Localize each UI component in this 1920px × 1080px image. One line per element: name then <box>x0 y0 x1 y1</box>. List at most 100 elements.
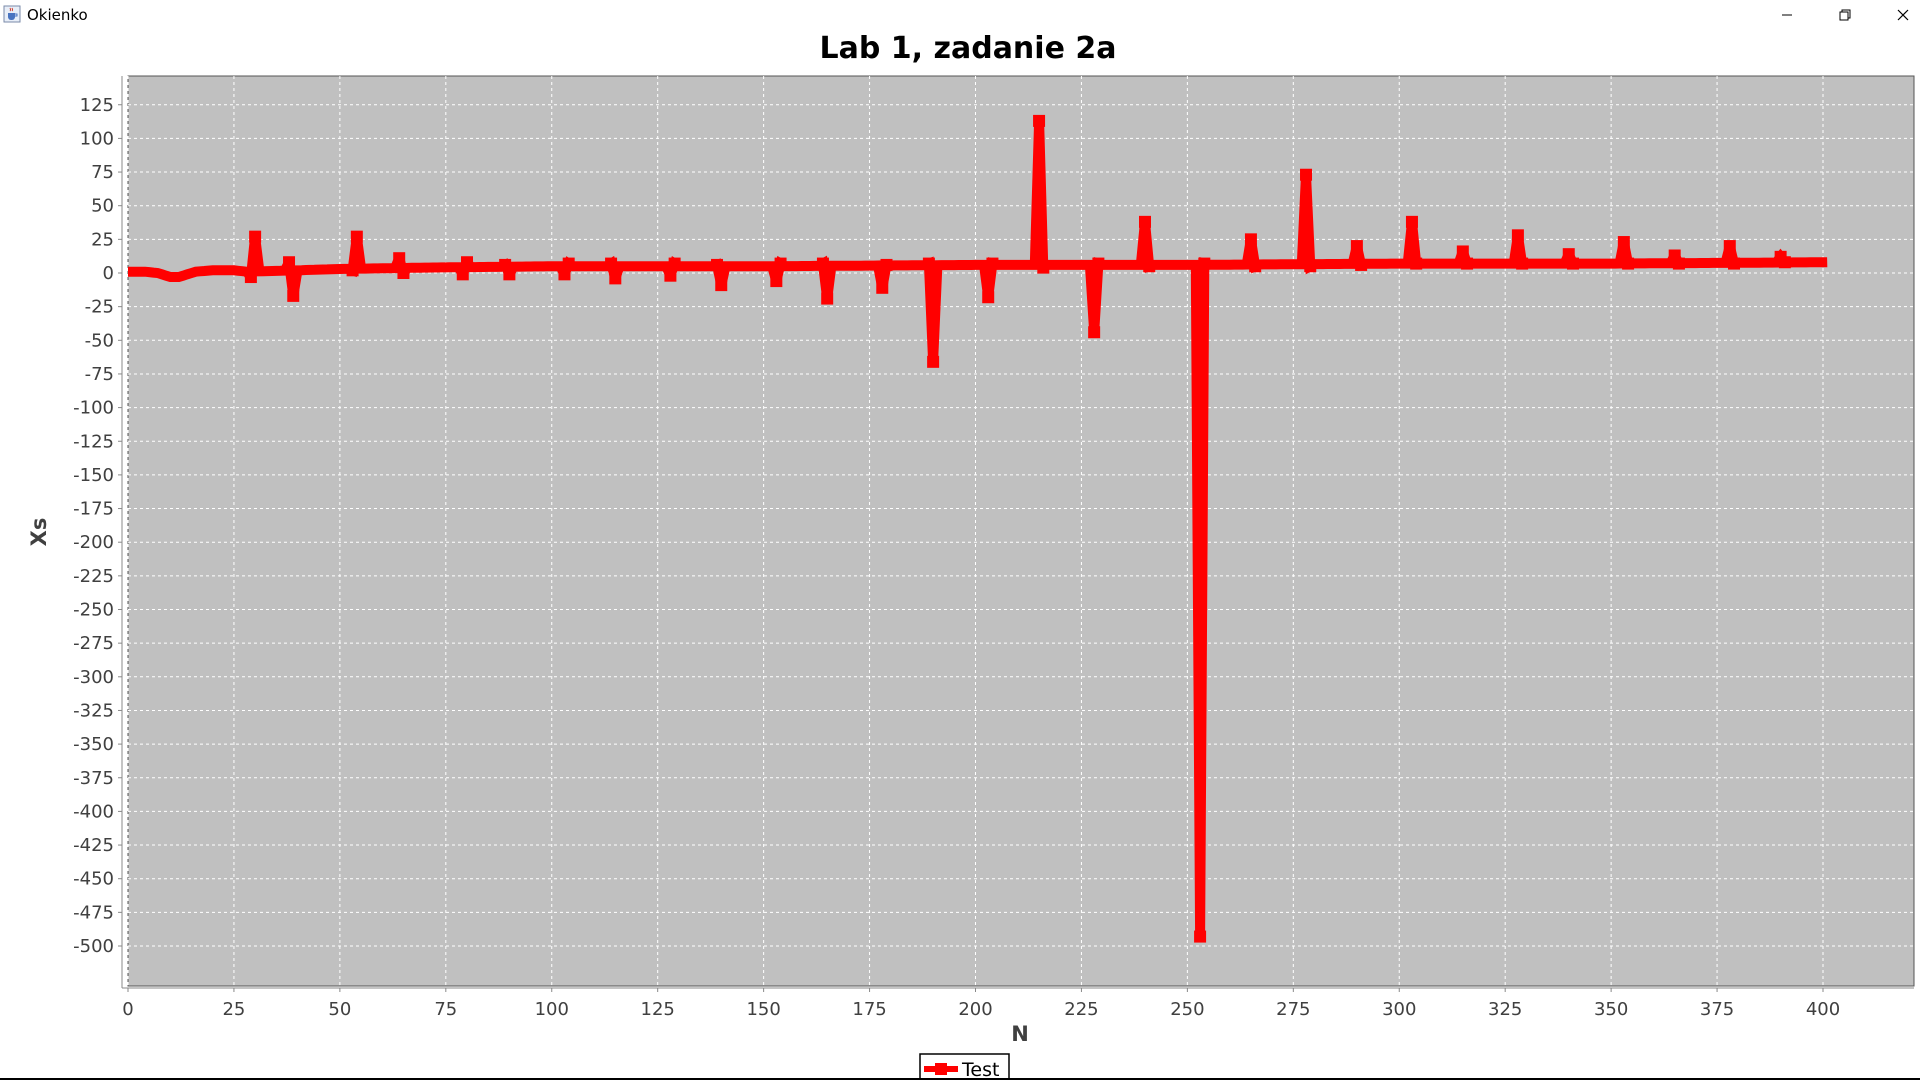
x-tick-label: 225 <box>1064 999 1098 1020</box>
series-line <box>128 120 1828 937</box>
x-tick-label: 350 <box>1594 999 1628 1020</box>
y-tick-label: -500 <box>73 936 114 957</box>
x-tick-label: 50 <box>328 999 351 1020</box>
data-point-marker <box>1511 229 1524 242</box>
x-tick-label: 300 <box>1382 999 1416 1020</box>
y-tick-label: -275 <box>73 633 114 654</box>
y-tick-label: -75 <box>85 364 114 385</box>
chart-title: Lab 1, zadanie 2a <box>820 31 1117 66</box>
data-point-marker <box>715 279 728 292</box>
data-point-marker <box>986 257 999 270</box>
data-point-marker <box>770 275 783 288</box>
close-button[interactable] <box>1874 0 1920 30</box>
data-point-marker <box>503 268 516 281</box>
x-tick-label: 150 <box>746 999 780 1020</box>
y-tick-label: 125 <box>80 95 114 116</box>
data-point-marker <box>1461 257 1474 270</box>
data-point-marker <box>1088 326 1101 339</box>
data-point-marker <box>1355 258 1368 271</box>
minimize-button[interactable] <box>1758 0 1816 30</box>
y-tick-label: 50 <box>91 196 114 217</box>
y-tick-label: -425 <box>73 835 114 856</box>
data-point-marker <box>1194 930 1207 943</box>
data-point-marker <box>609 272 622 285</box>
data-point-marker <box>1300 168 1313 181</box>
data-point-marker <box>1723 240 1736 253</box>
data-point-marker <box>558 268 571 281</box>
x-axis-label: N <box>1011 1022 1029 1046</box>
y-tick-label: -200 <box>73 532 114 553</box>
data-point-marker <box>1037 261 1050 274</box>
y-tick-label: -150 <box>73 465 114 486</box>
y-tick-label: -350 <box>73 734 114 755</box>
data-point-marker <box>922 257 935 270</box>
data-point-marker <box>816 257 829 270</box>
close-icon <box>1897 9 1909 21</box>
y-axis-label: Xs <box>27 518 51 547</box>
x-tick-label: 275 <box>1276 999 1310 1020</box>
data-point-marker <box>1566 257 1579 270</box>
data-point-marker <box>1728 257 1741 270</box>
data-point-marker <box>350 230 363 243</box>
window-bottom-border <box>0 1078 1920 1080</box>
data-point-marker <box>1516 257 1529 270</box>
data-point-marker <box>982 291 995 304</box>
data-point-marker <box>1139 215 1151 228</box>
x-tick-label: 25 <box>222 999 245 1020</box>
data-point-marker <box>244 271 257 284</box>
line-chart: Lab 1, zadanie 2a1251007550250-25-50-75-… <box>27 31 1915 1078</box>
data-point-marker <box>1672 257 1685 270</box>
legend-label: Test <box>961 1059 999 1078</box>
restore-icon <box>1839 9 1851 21</box>
grid-lines <box>127 76 1914 986</box>
data-point-marker <box>774 257 787 270</box>
data-point-marker <box>1410 257 1423 270</box>
data-point-marker <box>1617 236 1630 249</box>
x-tick-label: 0 <box>122 999 133 1020</box>
java-cup-icon <box>3 5 21 23</box>
data-point-marker <box>1249 260 1262 273</box>
restore-button[interactable] <box>1816 0 1874 30</box>
data-point-marker <box>499 258 512 271</box>
data-point-marker <box>711 258 724 271</box>
data-point-marker <box>1405 215 1418 228</box>
window-titlebar: Okienko <box>0 0 1920 30</box>
data-point-marker <box>1778 256 1791 269</box>
x-tick-label: 125 <box>641 999 675 1020</box>
y-tick-label: -300 <box>73 667 114 688</box>
data-point-marker <box>283 256 296 269</box>
data-point-marker <box>927 355 940 368</box>
data-point-marker <box>880 258 893 271</box>
data-point-marker <box>821 292 834 305</box>
y-tick-label: 25 <box>91 229 114 250</box>
data-point-marker <box>287 289 300 302</box>
data-point-marker <box>346 264 359 277</box>
y-tick-label: -450 <box>73 869 114 890</box>
x-tick-label: 100 <box>535 999 569 1020</box>
data-point-marker <box>664 269 677 282</box>
y-tick-label: -325 <box>73 700 114 721</box>
y-tick-label: 75 <box>91 162 114 183</box>
data-point-marker <box>1304 260 1317 273</box>
y-tick-label: -100 <box>73 398 114 419</box>
y-tick-label: -25 <box>85 297 114 318</box>
data-point-marker <box>456 268 469 281</box>
x-tick-label: 200 <box>958 999 992 1020</box>
y-tick-label: -400 <box>73 801 114 822</box>
data-point-marker <box>1622 257 1635 270</box>
y-tick-label: -475 <box>73 902 114 923</box>
data-point-marker <box>249 230 262 243</box>
data-point-marker <box>1244 233 1257 246</box>
data-point-marker <box>562 257 575 270</box>
data-point-marker <box>1033 114 1046 127</box>
y-tick-label: 100 <box>80 128 114 149</box>
data-point-marker <box>1092 257 1105 270</box>
data-point-marker <box>876 281 889 294</box>
x-tick-label: 75 <box>434 999 457 1020</box>
y-tick-label: 0 <box>103 263 114 284</box>
x-tick-label: 175 <box>852 999 886 1020</box>
plot-area <box>127 75 1915 987</box>
data-point-marker <box>1198 257 1211 270</box>
data-point-marker <box>668 257 681 270</box>
y-tick-label: -125 <box>73 431 114 452</box>
